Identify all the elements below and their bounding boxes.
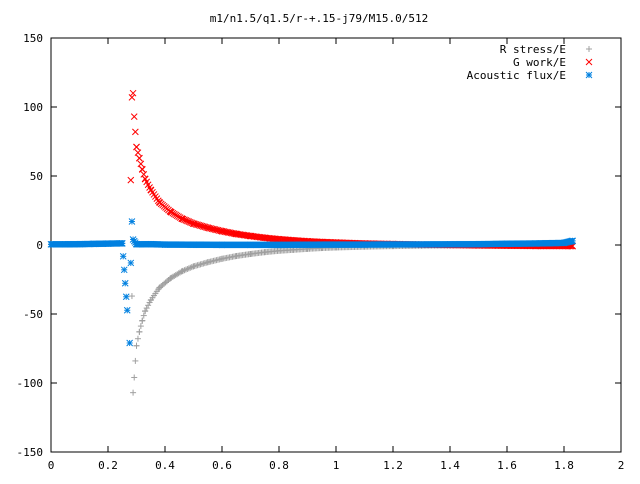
star-marker	[585, 71, 593, 79]
series-2	[47, 218, 576, 347]
plus-marker	[139, 317, 146, 324]
plus-marker	[586, 46, 592, 52]
plus-marker	[137, 323, 144, 330]
y-tick-label: -50	[23, 308, 43, 321]
star-marker	[122, 293, 130, 301]
cross-marker	[129, 89, 137, 97]
x-tick-label: 0.4	[155, 459, 175, 472]
plus-marker	[180, 267, 187, 274]
x-tick-label: 1.4	[440, 459, 460, 472]
star-marker	[128, 218, 136, 225]
plus-marker	[140, 312, 147, 319]
plus-marker	[133, 342, 140, 349]
cross-marker	[134, 149, 142, 157]
plus-marker	[146, 299, 153, 306]
y-tick-label: -150	[17, 446, 44, 459]
star-marker	[127, 259, 135, 267]
series-layer	[47, 89, 576, 396]
plus-marker	[132, 357, 139, 364]
star-marker	[123, 306, 131, 314]
cross-marker	[132, 128, 139, 136]
plus-marker	[185, 265, 192, 272]
cross-marker	[130, 113, 138, 121]
cross-marker	[136, 154, 143, 162]
axes-layer: 0 0.2 0.4 0.6 0.8 1 1.2 1.4 1.6 1.8 2 150 100 50 0 -50 -…	[17, 32, 625, 472]
legend-label: Acoustic flux/E	[467, 69, 566, 82]
series-0	[128, 239, 576, 396]
plus-marker	[187, 264, 194, 271]
y-tick-label: 0	[36, 239, 43, 252]
series-1	[127, 89, 576, 250]
x-tick-label: 0	[48, 459, 55, 472]
cross-marker	[133, 143, 140, 151]
plus-marker	[181, 267, 188, 274]
plus-marker	[136, 328, 143, 335]
x-tick-label: 1.2	[383, 459, 403, 472]
y-tick-label: -100	[17, 377, 44, 390]
cross-marker	[137, 160, 145, 168]
star-marker	[569, 237, 576, 245]
plus-marker	[182, 266, 189, 273]
plus-marker	[184, 265, 191, 272]
plus-marker	[134, 335, 141, 342]
plus-marker	[142, 307, 149, 314]
star-marker	[120, 266, 128, 274]
star-marker	[121, 279, 129, 287]
y-tick-label: 100	[23, 101, 43, 114]
legend-label: R stress/E	[500, 43, 566, 56]
chart-title: m1/n1.5/q1.5/r-+.15-j79/M15.0/512	[210, 12, 429, 25]
star-marker	[126, 339, 134, 347]
star-marker	[118, 239, 126, 247]
x-tick-label: 1.6	[497, 459, 517, 472]
x-tick-label: 0.6	[212, 459, 232, 472]
x-tick-label: 1.8	[554, 459, 574, 472]
plus-marker	[131, 374, 138, 381]
cross-marker	[127, 176, 135, 184]
plus-marker	[143, 305, 150, 312]
plus-marker	[145, 302, 152, 309]
cross-marker	[138, 166, 146, 173]
y-tick-label: 150	[23, 32, 43, 45]
plus-marker	[188, 264, 195, 271]
legend-label: G work/E	[513, 56, 566, 69]
x-tick-label: 2	[618, 459, 625, 472]
x-tick-label: 1	[333, 459, 340, 472]
plus-marker	[130, 389, 137, 396]
star-marker	[119, 252, 127, 260]
y-tick-label: 50	[30, 170, 43, 183]
cross-marker	[585, 58, 593, 66]
x-tick-label: 0.2	[98, 459, 118, 472]
x-tick-label: 0.8	[269, 459, 289, 472]
cross-marker	[140, 171, 148, 178]
plus-marker	[128, 293, 135, 300]
plus-marker	[178, 268, 185, 275]
cross-marker	[128, 93, 136, 101]
